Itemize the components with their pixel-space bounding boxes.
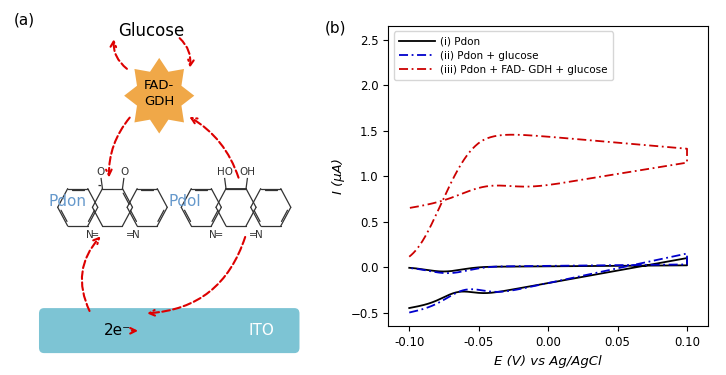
Line: (iii) Pdon + FAD- GDH + glucose: (iii) Pdon + FAD- GDH + glucose [409, 135, 687, 257]
Text: (a): (a) [14, 13, 35, 28]
(i) Pdon [481, 265, 490, 269]
Text: OH: OH [240, 167, 256, 177]
Text: =: = [215, 230, 223, 240]
(i) Pdon [539, 264, 547, 268]
(iii) Pdon + FAD- GDH + glucose [439, 196, 448, 201]
Text: N: N [131, 230, 139, 240]
Text: N: N [209, 230, 217, 240]
(i) Pdon [623, 264, 632, 268]
(i) Pdon [405, 266, 414, 270]
(ii) Pdon + glucose [682, 251, 691, 256]
(ii) Pdon + glucose [439, 298, 448, 302]
(ii) Pdon + glucose [481, 265, 490, 270]
Text: =: = [91, 230, 99, 240]
(i) Pdon [637, 263, 646, 268]
Text: (b): (b) [325, 20, 346, 35]
(iii) Pdon + FAD- GDH + glucose [539, 183, 547, 188]
(i) Pdon [606, 264, 615, 268]
FancyBboxPatch shape [39, 308, 300, 353]
(iii) Pdon + FAD- GDH + glucose [481, 184, 490, 189]
Text: ITO: ITO [248, 323, 274, 338]
(iii) Pdon + FAD- GDH + glucose [637, 168, 646, 172]
(ii) Pdon + glucose [623, 263, 632, 267]
Line: (ii) Pdon + glucose: (ii) Pdon + glucose [409, 254, 687, 312]
Legend: (i) Pdon, (ii) Pdon + glucose, (iii) Pdon + FAD- GDH + glucose: (i) Pdon, (ii) Pdon + glucose, (iii) Pdo… [393, 32, 613, 80]
(iii) Pdon + FAD- GDH + glucose [508, 132, 517, 137]
(ii) Pdon + glucose [606, 263, 615, 267]
Text: FAD-
GDH: FAD- GDH [144, 79, 174, 108]
(i) Pdon [439, 295, 448, 300]
Text: O: O [97, 167, 105, 177]
Line: (i) Pdon: (i) Pdon [409, 258, 687, 308]
Text: 2e⁻: 2e⁻ [104, 323, 131, 338]
(i) Pdon [405, 306, 414, 310]
Text: Glucose: Glucose [118, 22, 184, 40]
Text: =: = [249, 230, 258, 240]
Polygon shape [124, 58, 195, 134]
(ii) Pdon + glucose [637, 262, 646, 267]
Y-axis label: I (μA): I (μA) [332, 158, 345, 194]
X-axis label: E (V) vs Ag/AgCl: E (V) vs Ag/AgCl [494, 354, 602, 368]
(ii) Pdon + glucose [405, 310, 414, 315]
(iii) Pdon + FAD- GDH + glucose [405, 255, 414, 259]
(iii) Pdon + FAD- GDH + glucose [623, 170, 632, 175]
Text: N: N [86, 230, 93, 240]
(ii) Pdon + glucose [405, 266, 414, 270]
(iii) Pdon + FAD- GDH + glucose [405, 206, 414, 210]
Text: HO: HO [217, 167, 233, 177]
(iii) Pdon + FAD- GDH + glucose [606, 173, 615, 177]
Text: N: N [256, 230, 263, 240]
Text: O: O [120, 167, 129, 177]
(i) Pdon [682, 256, 691, 260]
Text: Pdon: Pdon [48, 194, 86, 209]
Text: Pdol: Pdol [168, 194, 201, 209]
Text: =: = [126, 230, 134, 240]
(ii) Pdon + glucose [539, 264, 547, 268]
